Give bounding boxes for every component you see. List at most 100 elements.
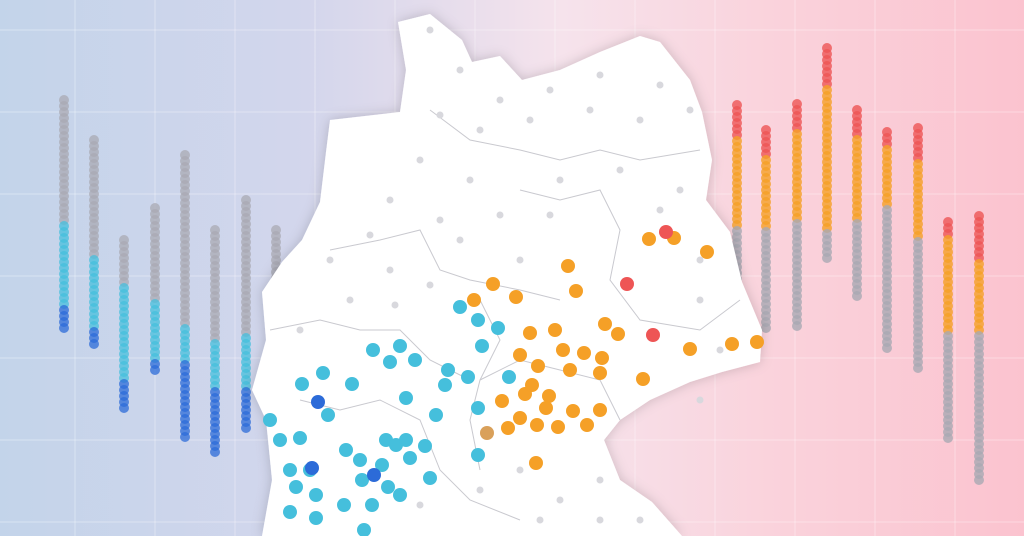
column-dot: [210, 447, 220, 457]
country-map: [252, 14, 762, 536]
dot: [491, 321, 505, 335]
dot: [546, 86, 554, 94]
dot: [357, 523, 371, 536]
column-dot: [792, 321, 802, 331]
dot: [366, 343, 380, 357]
dot: [283, 463, 297, 477]
dot: [467, 293, 481, 307]
dot: [596, 516, 604, 524]
dot: [326, 256, 334, 264]
dot: [339, 443, 353, 457]
dot: [536, 516, 544, 524]
dot: [495, 394, 509, 408]
dot: [725, 337, 739, 351]
dot: [416, 156, 424, 164]
dot: [408, 353, 422, 367]
dot: [453, 300, 467, 314]
dot: [289, 480, 303, 494]
dot: [716, 346, 724, 354]
dot: [636, 372, 650, 386]
dot: [386, 196, 394, 204]
dot: [580, 418, 594, 432]
dot: [273, 433, 287, 447]
dot: [426, 26, 434, 34]
column-dot: [822, 253, 832, 263]
dot: [676, 186, 684, 194]
dot: [293, 431, 307, 445]
dot: [436, 111, 444, 119]
dot: [296, 326, 304, 334]
dot: [531, 359, 545, 373]
dot: [403, 451, 417, 465]
dot: [367, 468, 381, 482]
column-dot: [974, 475, 984, 485]
dot: [345, 377, 359, 391]
dot: [386, 266, 394, 274]
column-dot: [882, 343, 892, 353]
dot: [516, 256, 524, 264]
dot: [556, 343, 570, 357]
dot: [656, 206, 664, 214]
dot: [542, 389, 556, 403]
dot: [656, 81, 664, 89]
dot: [309, 488, 323, 502]
dot: [416, 501, 424, 509]
dot: [456, 66, 464, 74]
dot: [696, 396, 704, 404]
dot: [283, 505, 297, 519]
dot: [441, 363, 455, 377]
dot: [593, 366, 607, 380]
dot: [616, 166, 624, 174]
dot: [509, 290, 523, 304]
dot: [525, 378, 539, 392]
dot: [466, 176, 474, 184]
column-dot: [180, 432, 190, 442]
dot: [611, 327, 625, 341]
dot: [539, 401, 553, 415]
dot: [391, 301, 399, 309]
dot: [418, 439, 432, 453]
dot: [526, 116, 534, 124]
dot: [366, 231, 374, 239]
dot: [513, 348, 527, 362]
dot: [475, 339, 489, 353]
dot: [501, 421, 515, 435]
dot: [496, 96, 504, 104]
dot: [471, 448, 485, 462]
dot: [263, 413, 277, 427]
dot: [355, 473, 369, 487]
dot: [598, 317, 612, 331]
dot: [321, 408, 335, 422]
dot: [311, 395, 325, 409]
dot: [346, 296, 354, 304]
column-dot: [59, 323, 69, 333]
dot: [551, 420, 565, 434]
dot: [636, 116, 644, 124]
dot: [383, 355, 397, 369]
dot: [642, 232, 656, 246]
dot: [309, 511, 323, 525]
column-dot: [761, 323, 771, 333]
dot: [399, 433, 413, 447]
dot: [530, 418, 544, 432]
dot: [529, 456, 543, 470]
dot: [659, 225, 673, 239]
dot: [595, 351, 609, 365]
dot: [546, 211, 554, 219]
dot: [476, 486, 484, 494]
dot: [593, 403, 607, 417]
dot: [620, 277, 634, 291]
dot: [337, 498, 351, 512]
column-dot: [913, 363, 923, 373]
dot: [502, 370, 516, 384]
dot: [305, 461, 319, 475]
dot: [561, 259, 575, 273]
dot: [393, 488, 407, 502]
dot: [476, 126, 484, 134]
dot: [569, 284, 583, 298]
dot: [750, 335, 764, 349]
dot: [365, 498, 379, 512]
column-dot: [150, 365, 160, 375]
dot: [438, 378, 452, 392]
dot: [471, 401, 485, 415]
